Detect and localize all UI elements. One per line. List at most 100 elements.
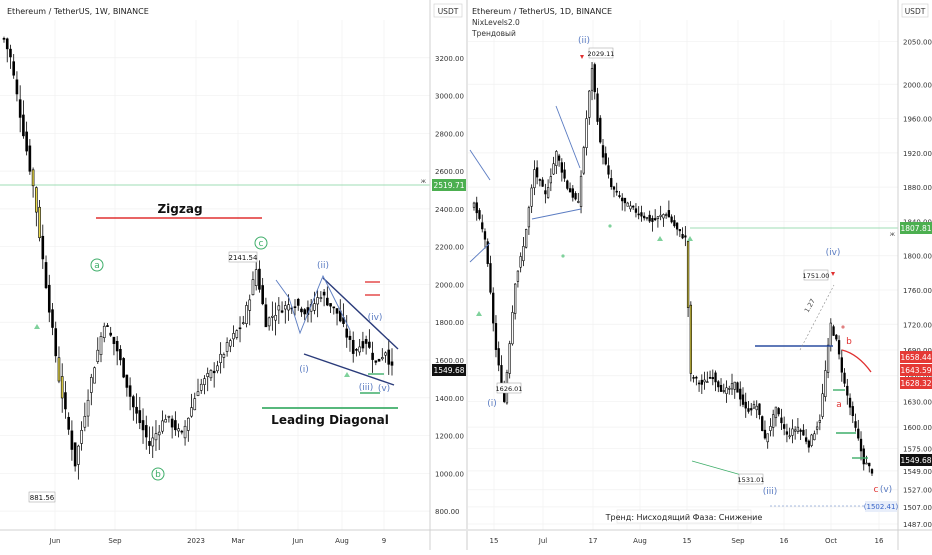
y-tick-label: 1487.00 bbox=[903, 521, 932, 529]
candle-body bbox=[135, 406, 138, 414]
diagonal-lower-line bbox=[303, 353, 395, 386]
candle-body bbox=[361, 341, 365, 349]
r-low-box-1 bbox=[496, 382, 522, 394]
candle-body bbox=[374, 360, 378, 363]
right-candles bbox=[472, 62, 874, 476]
y-tick-label: 1549.00 bbox=[903, 468, 932, 476]
candle-body bbox=[141, 420, 145, 431]
r-dot-1 bbox=[561, 254, 565, 258]
right-currency-badge bbox=[901, 3, 929, 18]
candle-body bbox=[316, 297, 319, 305]
candle-body bbox=[601, 145, 605, 158]
candle-body bbox=[730, 383, 734, 390]
right-level-tag-3 bbox=[900, 377, 932, 389]
pane-divider[interactable] bbox=[466, 0, 468, 550]
candle-body bbox=[119, 348, 122, 361]
candle-body bbox=[280, 310, 284, 313]
candle-body bbox=[741, 394, 745, 405]
wave-a-label: a bbox=[94, 261, 100, 271]
candle-body bbox=[475, 202, 478, 214]
candle-body bbox=[640, 212, 643, 217]
projection-curve bbox=[841, 349, 872, 373]
candle-body bbox=[277, 305, 281, 311]
y-tick-label: 1800.00 bbox=[903, 253, 932, 261]
wave-b-marker bbox=[151, 467, 165, 481]
candle-body bbox=[612, 186, 616, 190]
wave-path bbox=[275, 274, 351, 335]
candle-body bbox=[634, 208, 638, 213]
candle-body bbox=[700, 379, 703, 385]
r-high-box bbox=[588, 47, 614, 59]
candle-body bbox=[846, 385, 849, 396]
candle-body bbox=[494, 323, 498, 350]
r-dot-2 bbox=[608, 224, 612, 228]
candle-body bbox=[296, 298, 300, 306]
candle-body bbox=[654, 218, 657, 221]
candle-body bbox=[293, 306, 297, 308]
candle-body bbox=[593, 64, 596, 93]
x-tick-label: Sep bbox=[731, 537, 745, 545]
candle-body bbox=[190, 407, 193, 417]
x-tick-label: 9 bbox=[382, 537, 386, 545]
r-low-label-2: 1531.01 bbox=[738, 476, 765, 484]
right-level-tag-2 bbox=[900, 364, 932, 376]
candle-body bbox=[579, 175, 583, 207]
y-tick-label: 1800.00 bbox=[435, 319, 464, 327]
candle-body bbox=[585, 118, 588, 148]
candle-body bbox=[148, 441, 151, 446]
candle-body bbox=[527, 207, 531, 228]
sell-triangle-1 bbox=[580, 55, 584, 59]
y-tick-label: 1960.00 bbox=[903, 116, 932, 124]
candle-body bbox=[60, 376, 64, 399]
candle-body bbox=[287, 304, 290, 311]
y-tick-label: 1200.00 bbox=[435, 433, 464, 441]
candle-body bbox=[832, 326, 835, 336]
weekly-chart-pane[interactable]: Zigzag Leading Diagonal a b c (ii) (i) (… bbox=[0, 0, 466, 550]
candle-body bbox=[684, 235, 687, 238]
candle-body bbox=[799, 429, 802, 432]
candle-body bbox=[560, 162, 563, 173]
candle-body bbox=[264, 304, 268, 328]
candle-body bbox=[780, 417, 783, 424]
x-tick-label: 17 bbox=[589, 537, 598, 545]
left-chart-title: Ethereum / TetherUS, 1W, BINANCE bbox=[7, 7, 149, 16]
r-wave-b-label: b bbox=[846, 337, 852, 347]
candle-body bbox=[514, 283, 517, 314]
candle-body bbox=[319, 297, 323, 299]
candle-body bbox=[848, 397, 852, 408]
y-tick-label: 1630.00 bbox=[903, 398, 932, 406]
r-wave-iv-label: (iv) bbox=[826, 248, 841, 258]
candle-body bbox=[492, 292, 495, 324]
x-tick-label: Oct bbox=[825, 537, 837, 545]
candle-body bbox=[18, 99, 22, 118]
candle-body bbox=[371, 352, 374, 360]
indicator-1-label[interactable]: NixLevels2.0 bbox=[472, 18, 520, 27]
candle-body bbox=[632, 205, 635, 208]
candle-body bbox=[274, 315, 277, 321]
candle-body bbox=[711, 377, 714, 380]
candle-body bbox=[73, 442, 77, 467]
daily-chart-pane[interactable]: 1.27 (ii) (i) (iii) (iv) (v) c b a 2029.… bbox=[468, 0, 932, 550]
candle-body bbox=[335, 308, 339, 314]
y-tick-label: 1660.00 bbox=[903, 373, 932, 381]
candle-body bbox=[566, 180, 569, 189]
wave-ii-label: (ii) bbox=[317, 261, 329, 271]
candle-body bbox=[326, 297, 329, 306]
candle-body bbox=[109, 332, 113, 336]
right-level-1: 1658.44 bbox=[900, 353, 931, 362]
candle-body bbox=[67, 416, 70, 430]
candle-body bbox=[70, 430, 74, 450]
candle-body bbox=[604, 153, 607, 165]
leading-diagonal-label: Leading Diagonal bbox=[271, 413, 389, 427]
candle-body bbox=[193, 398, 197, 411]
candle-body bbox=[258, 268, 261, 290]
candle-body bbox=[345, 328, 349, 338]
candle-body bbox=[511, 312, 514, 345]
candle-body bbox=[38, 206, 41, 239]
indicator-2-label[interactable]: Трендовый bbox=[471, 29, 516, 38]
candle-body bbox=[489, 263, 492, 293]
candle-body bbox=[796, 426, 800, 432]
trend-line-1 bbox=[469, 149, 491, 181]
